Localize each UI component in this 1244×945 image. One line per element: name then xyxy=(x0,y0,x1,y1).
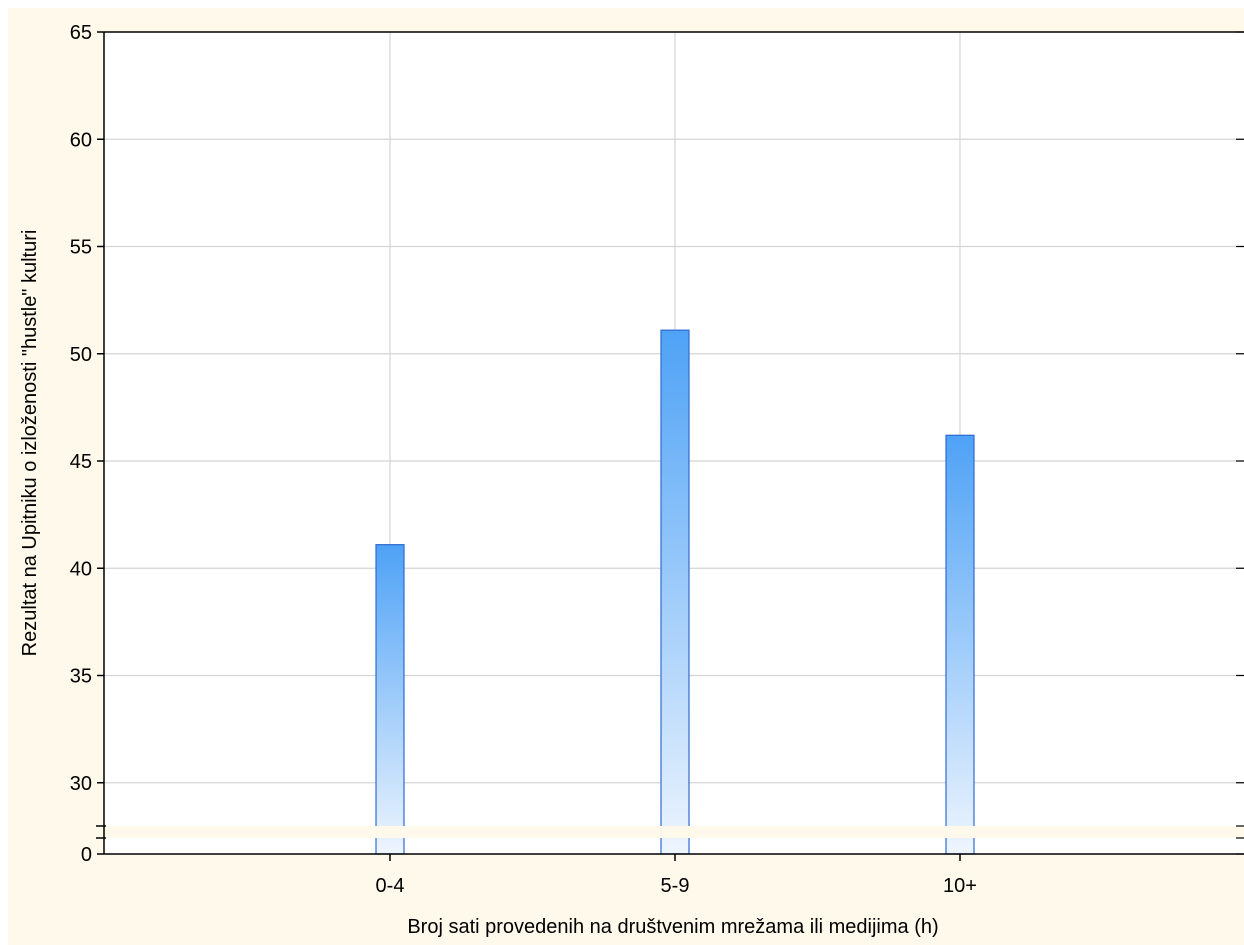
bar xyxy=(660,329,690,855)
x-tick-label: 10+ xyxy=(943,875,977,897)
bar-chart: 0 30 35 40 45 50 55 60 65 0-4 5-9 10+ Rezultat na U… xyxy=(19,22,1244,938)
chart-frame: 0 30 35 40 45 50 55 60 65 0-4 5-9 10+ Rezultat na U… xyxy=(8,8,1244,945)
y-tick-label: 40 xyxy=(70,558,92,580)
y-axis-label: Rezultat na Upitniku o izloženosti "hust… xyxy=(19,230,41,657)
axes xyxy=(97,31,1244,861)
y-tick-label: 55 xyxy=(70,237,92,259)
x-tick-label: 0-4 xyxy=(376,875,405,897)
y-tick-label: 0 xyxy=(81,844,92,866)
tick-labels: 0 30 35 40 45 50 55 60 65 0-4 5-9 10+ xyxy=(70,22,977,897)
y-tick-label: 45 xyxy=(70,451,92,473)
bars xyxy=(375,329,975,855)
axis-break-band xyxy=(96,826,1244,838)
x-tick-label: 5-9 xyxy=(661,875,690,897)
y-tick-label: 50 xyxy=(70,344,92,366)
axis-break xyxy=(96,825,1244,839)
y-tick-label: 65 xyxy=(70,22,92,44)
y-tick-label: 35 xyxy=(70,666,92,688)
bar xyxy=(375,544,405,855)
bar xyxy=(945,434,975,855)
x-axis-label: Broj sati provedenih na društvenim mreža… xyxy=(407,916,938,938)
y-tick-label: 60 xyxy=(70,129,92,151)
y-tick-label: 30 xyxy=(70,773,92,795)
